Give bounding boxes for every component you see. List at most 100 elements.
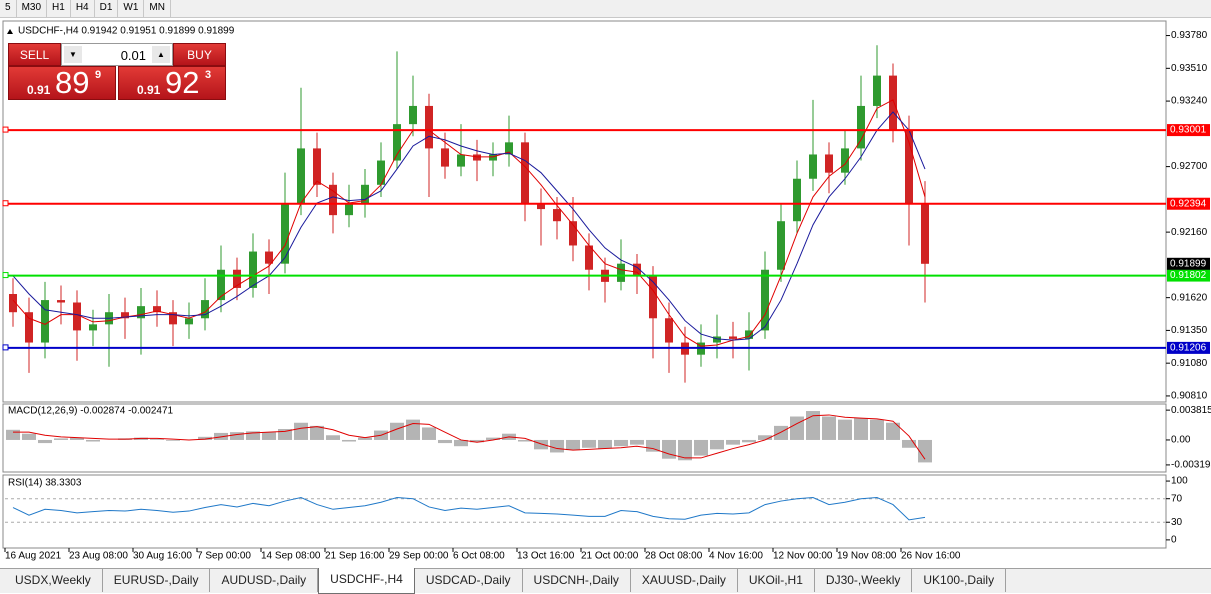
candle-body: [377, 160, 385, 185]
main-panel: [2, 20, 1167, 403]
chart-tab[interactable]: DJ30-,Weekly: [815, 569, 913, 592]
candle-body: [281, 203, 289, 264]
timeframe-button[interactable]: W1: [118, 0, 145, 17]
macd-bar: [150, 439, 164, 440]
chart-tab[interactable]: EURUSD-,Daily: [103, 569, 211, 592]
candle-body: [665, 318, 673, 343]
macd-bar: [838, 419, 852, 440]
chart-tab[interactable]: XAUUSD-,Daily: [631, 569, 738, 592]
candle-body: [457, 154, 465, 167]
y-tick-label: 0.93240: [1171, 96, 1208, 107]
macd-bar: [614, 439, 628, 447]
chart-tab[interactable]: USDCAD-,Daily: [415, 569, 523, 592]
macd-bar: [646, 439, 660, 452]
macd-bar: [486, 437, 500, 440]
macd-bar: [598, 439, 612, 449]
macd-bar: [694, 439, 708, 456]
level-label: 0.93001: [1170, 125, 1207, 136]
sell-label: SELL: [19, 48, 50, 62]
chart-tab[interactable]: UKOil-,H1: [738, 569, 815, 592]
y-tick-label: 0.91350: [1171, 325, 1208, 336]
y-tick-label: 0.90810: [1171, 391, 1208, 402]
candle-body: [393, 124, 401, 161]
candle-body: [57, 300, 65, 303]
macd-bar: [70, 437, 84, 440]
chart-tab[interactable]: AUDUSD-,Daily: [210, 569, 319, 592]
macd-bar: [582, 439, 596, 448]
macd-bar: [678, 439, 692, 461]
candle-body: [521, 142, 529, 204]
macd-bar: [886, 422, 900, 440]
candle-body: [713, 336, 721, 343]
candle-body: [297, 148, 305, 204]
sell-price[interactable]: 0.91 89 9: [8, 65, 116, 100]
level-handle: [2, 272, 9, 279]
chart-tab[interactable]: USDX,Weekly: [4, 569, 103, 592]
candle-body: [889, 75, 897, 131]
y-tick-label: 0.92700: [1171, 161, 1208, 172]
candle-body: [841, 148, 849, 173]
candle-body: [537, 203, 545, 210]
level-label-box: [1167, 197, 1210, 210]
macd-bar: [566, 439, 580, 451]
macd-bar: [758, 435, 772, 440]
lot-up[interactable]: ▲: [152, 46, 170, 63]
candle-body: [185, 318, 193, 325]
chart-tab[interactable]: USDCHF-,H4: [318, 568, 415, 594]
candle-body: [553, 209, 561, 222]
candle-body: [121, 312, 129, 319]
collapse-arrow[interactable]: [7, 29, 13, 34]
chart-tab[interactable]: UK100-,Daily: [912, 569, 1007, 592]
timeframe-button[interactable]: M30: [17, 0, 48, 17]
x-tick-label: 23 Aug 08:00: [69, 551, 128, 562]
candle-body: [329, 184, 337, 216]
rsi-title: RSI(14) 38.3303: [8, 478, 82, 489]
macd-bar: [406, 419, 420, 440]
timeframe-button[interactable]: H4: [71, 0, 95, 17]
macd-bar: [726, 439, 740, 445]
buy-price[interactable]: 0.91 92 3: [118, 65, 226, 100]
level-handle: [2, 344, 9, 351]
x-tick-label: 21 Sep 16:00: [325, 551, 385, 562]
timeframe-button[interactable]: D1: [95, 0, 119, 17]
lot-spinner[interactable]: ▼ 0.01 ▲: [61, 43, 173, 66]
y-tick-label: 0.00: [1171, 435, 1191, 446]
sell-price-prefix: 0.91: [27, 83, 51, 97]
y-tick-label: -0.003193: [1171, 460, 1211, 471]
lot-down[interactable]: ▼: [64, 46, 82, 63]
candle-body: [569, 221, 577, 246]
chart-tab[interactable]: USDCNH-,Daily: [523, 569, 631, 592]
candle-body: [745, 330, 753, 339]
candle-body: [345, 203, 353, 216]
x-tick-label: 26 Nov 16:00: [901, 551, 961, 562]
macd-bar: [710, 439, 724, 450]
candle-body: [441, 148, 449, 167]
macd-bar: [630, 439, 644, 445]
y-tick-label: 0.91080: [1171, 358, 1208, 369]
buy-price-big: 92: [165, 65, 200, 100]
timeframe-button[interactable]: H1: [47, 0, 71, 17]
candle-body: [41, 300, 49, 343]
macd-bar: [390, 422, 404, 440]
timeframe-toolbar: 5 M30 H1 H4 D1 W1 MN: [0, 0, 1211, 18]
macd-bar: [262, 432, 276, 440]
timeframe-button[interactable]: MN: [144, 0, 171, 17]
buy-button[interactable]: BUY: [173, 43, 226, 66]
y-tick-label: 0.92160: [1171, 227, 1208, 238]
macd-bar: [454, 439, 468, 447]
macd-panel: [2, 403, 1167, 473]
macd-bar: [422, 427, 436, 440]
rsi-panel: [2, 474, 1167, 549]
macd-bar: [854, 418, 868, 440]
sell-button[interactable]: SELL: [8, 43, 61, 66]
x-tick-label: 28 Oct 08:00: [645, 551, 703, 562]
candle-body: [505, 142, 513, 155]
candle-body: [233, 269, 241, 288]
timeframe-button[interactable]: 5: [0, 0, 17, 17]
candle-body: [313, 148, 321, 185]
chart-tabs: USDX,Weekly EURUSD-,Daily AUDUSD-,Daily USD…: [0, 568, 1211, 594]
macd-bar: [294, 422, 308, 440]
y-tick-label: 0.91620: [1171, 292, 1208, 303]
